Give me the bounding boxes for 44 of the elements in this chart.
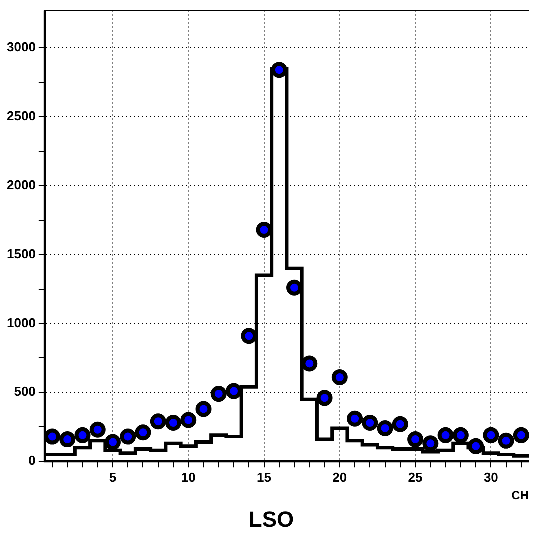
point: [347, 410, 364, 427]
y-tick-label: 500: [14, 384, 36, 400]
point: [452, 427, 469, 444]
point: [90, 422, 106, 438]
point: [210, 386, 227, 402]
point: [74, 427, 91, 444]
point: [392, 416, 408, 432]
y-tick-label: 2500: [7, 108, 36, 124]
point: [196, 401, 212, 418]
point: [316, 390, 333, 406]
point: [377, 420, 394, 437]
point: [468, 438, 484, 454]
text: LSO: [248, 506, 294, 532]
x-tick-label: 10: [181, 470, 196, 485]
point: [332, 370, 348, 386]
x-tick-label: 5: [109, 470, 117, 485]
point: [44, 428, 60, 445]
point: [498, 432, 514, 449]
point: [256, 222, 272, 238]
point: [166, 415, 182, 431]
point: [271, 62, 288, 78]
point: [120, 428, 136, 445]
point: [362, 415, 378, 431]
x-axis-title: CH: [512, 488, 529, 503]
point: [302, 356, 318, 372]
point: [150, 414, 166, 430]
y-tick-label: 3000: [7, 40, 36, 55]
point: [513, 427, 529, 444]
y-tick-label: 2000: [7, 177, 36, 192]
y-tick-label: 1000: [7, 315, 36, 330]
point: [408, 432, 424, 448]
x-tick-label: 30: [484, 470, 498, 485]
point: [104, 434, 121, 450]
point: [438, 427, 454, 444]
x-tick-label: 20: [332, 470, 348, 485]
point: [180, 412, 197, 428]
point: [422, 436, 439, 452]
x-tick-label: 15: [257, 470, 272, 485]
point: [60, 432, 76, 448]
point: [135, 424, 152, 441]
y-tick-label: 0: [28, 453, 36, 468]
y-tick-label: 1500: [7, 246, 36, 262]
point: [483, 427, 500, 444]
x-tick-label: 25: [408, 470, 423, 485]
